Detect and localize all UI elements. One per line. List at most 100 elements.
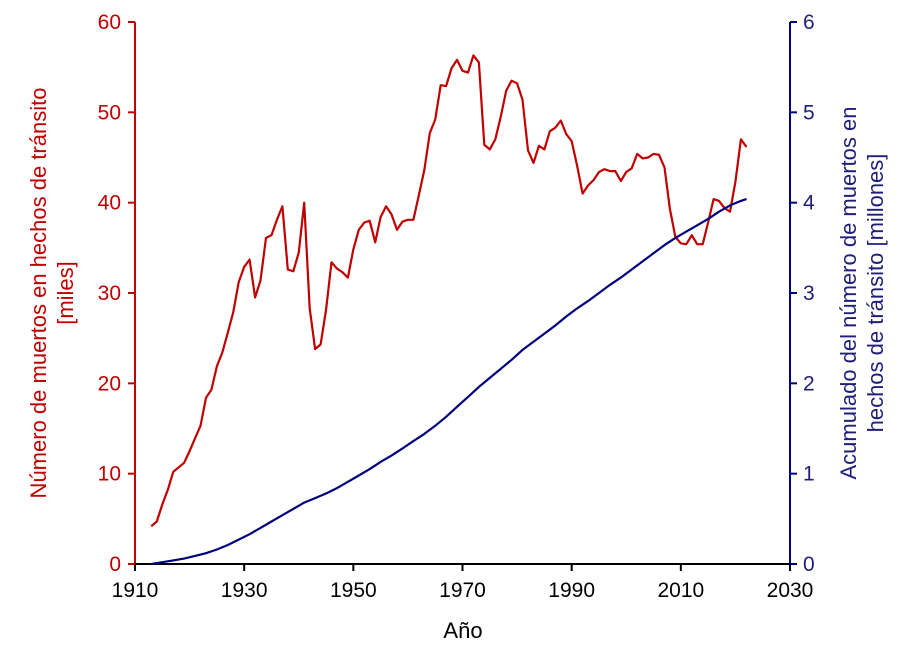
cumulative-deaths-point bbox=[745, 198, 747, 200]
left-axis-title: Número de muertos en hechos de tránsito[… bbox=[26, 88, 78, 499]
cumulative-deaths-point bbox=[500, 368, 502, 370]
annual-deaths-point bbox=[592, 179, 595, 181]
cumulative-deaths-point bbox=[620, 277, 622, 279]
annual-deaths-point bbox=[680, 242, 682, 244]
cumulative-deaths-point bbox=[587, 300, 589, 302]
x-tick-label: 1910 bbox=[112, 579, 159, 602]
annual-deaths-point bbox=[298, 251, 300, 253]
cumulative-deaths-point bbox=[238, 539, 240, 541]
cumulative-deaths-point bbox=[467, 396, 469, 398]
annual-deaths-point bbox=[691, 234, 693, 236]
annual-deaths-point bbox=[330, 261, 333, 263]
annual-deaths-point bbox=[707, 221, 709, 224]
cumulative-deaths-point bbox=[565, 315, 567, 318]
cumulative-deaths-point bbox=[227, 544, 229, 546]
left-y-tick-label: 0 bbox=[109, 553, 121, 576]
left-y-tick-label: 30 bbox=[98, 282, 121, 305]
annual-deaths-point bbox=[309, 307, 311, 309]
annual-deaths-point bbox=[598, 171, 600, 173]
annual-deaths-point bbox=[243, 266, 245, 268]
x-tick-label: 1970 bbox=[439, 579, 486, 602]
annual-deaths-point bbox=[461, 70, 464, 72]
annual-deaths-point bbox=[669, 208, 671, 210]
annual-deaths-point bbox=[270, 234, 273, 236]
annual-deaths-point bbox=[249, 258, 251, 261]
cumulative-deaths-point bbox=[150, 563, 152, 565]
annual-deaths-point bbox=[445, 85, 447, 87]
right-axis-title-text: Acumulado del número de muertos enhechos… bbox=[836, 107, 888, 480]
cumulative-deaths-point bbox=[696, 224, 698, 226]
annual-deaths-point bbox=[188, 450, 191, 452]
cumulative-deaths-point bbox=[521, 349, 524, 351]
cumulative-deaths-point bbox=[598, 292, 600, 294]
right-y-tick-label: 0 bbox=[803, 553, 815, 576]
annual-deaths-point bbox=[319, 343, 322, 346]
annual-deaths-point bbox=[543, 148, 545, 150]
cumulative-deaths-point bbox=[674, 237, 676, 239]
annual-deaths-point bbox=[418, 194, 420, 197]
right-y-tick-label: 1 bbox=[803, 463, 815, 486]
cumulative-deaths-point bbox=[543, 333, 545, 335]
left-axis-title-text: Número de muertos en hechos de tránsito[… bbox=[26, 88, 78, 499]
annual-deaths-point bbox=[620, 180, 622, 182]
annual-deaths-point bbox=[216, 365, 218, 367]
annual-deaths-point bbox=[494, 138, 496, 141]
annual-deaths-point bbox=[636, 153, 638, 155]
right-y-tick-label: 5 bbox=[803, 101, 815, 124]
annual-deaths-point bbox=[712, 198, 715, 200]
right-y-tick-label: 6 bbox=[803, 11, 815, 34]
annual-deaths-point bbox=[407, 219, 409, 221]
cumulative-deaths-point bbox=[161, 561, 163, 563]
annual-deaths-point bbox=[483, 144, 485, 146]
cumulative-deaths-point bbox=[707, 218, 709, 220]
annual-deaths-point bbox=[456, 59, 458, 61]
cumulative-deaths-point bbox=[663, 244, 666, 246]
annual-deaths-point bbox=[434, 118, 436, 121]
annual-deaths-point bbox=[325, 309, 327, 311]
annual-deaths-point bbox=[314, 348, 316, 350]
annual-deaths-point bbox=[521, 99, 524, 101]
cumulative-deaths-point bbox=[249, 533, 251, 535]
annual-deaths-point bbox=[489, 148, 491, 150]
annual-deaths-point bbox=[609, 170, 611, 172]
annual-deaths-point bbox=[565, 133, 567, 135]
annual-deaths-point bbox=[631, 167, 633, 169]
annual-deaths-point bbox=[718, 200, 720, 202]
cumulative-deaths-point bbox=[205, 552, 207, 554]
annual-deaths-point bbox=[658, 154, 660, 156]
right-axis-title: Acumulado del número de muertos enhechos… bbox=[836, 107, 888, 480]
annual-deaths-point bbox=[663, 166, 666, 169]
annual-deaths-point bbox=[363, 221, 365, 224]
annual-deaths-point bbox=[199, 425, 202, 427]
annual-deaths-point bbox=[571, 140, 573, 142]
cumulative-deaths-point bbox=[292, 508, 294, 510]
annual-deaths-point bbox=[221, 352, 223, 354]
annual-deaths-point bbox=[254, 296, 256, 299]
annual-deaths-point bbox=[341, 271, 344, 273]
x-tick-label: 1990 bbox=[548, 579, 595, 602]
cumulative-deaths-point bbox=[380, 461, 382, 463]
left-axis-title-line: [miles] bbox=[53, 261, 78, 325]
annual-deaths-point bbox=[603, 168, 606, 170]
right-y-tick-label: 4 bbox=[803, 192, 815, 215]
annual-deaths-point bbox=[554, 127, 556, 129]
left-y-tick-label: 20 bbox=[98, 372, 121, 395]
annual-deaths-point bbox=[527, 149, 529, 151]
annual-deaths-point bbox=[194, 437, 196, 440]
cumulative-deaths-line bbox=[151, 198, 747, 566]
cumulative-deaths-point bbox=[631, 268, 633, 271]
annual-deaths-point bbox=[259, 279, 262, 281]
cumulative-deaths-point bbox=[194, 555, 196, 557]
annual-deaths-point bbox=[183, 462, 185, 464]
annual-deaths-point bbox=[227, 332, 229, 334]
cumulative-deaths-point bbox=[216, 548, 218, 551]
x-tick-label: 1950 bbox=[330, 579, 377, 602]
cumulative-deaths-point bbox=[576, 307, 578, 309]
annual-deaths-point bbox=[450, 67, 453, 69]
cumulative-deaths-point bbox=[325, 492, 327, 495]
annual-deaths-point bbox=[178, 466, 180, 468]
annual-deaths-point bbox=[696, 243, 698, 245]
annual-deaths-point bbox=[702, 243, 704, 245]
annual-deaths-point bbox=[549, 130, 551, 132]
annual-deaths-point bbox=[423, 169, 425, 171]
